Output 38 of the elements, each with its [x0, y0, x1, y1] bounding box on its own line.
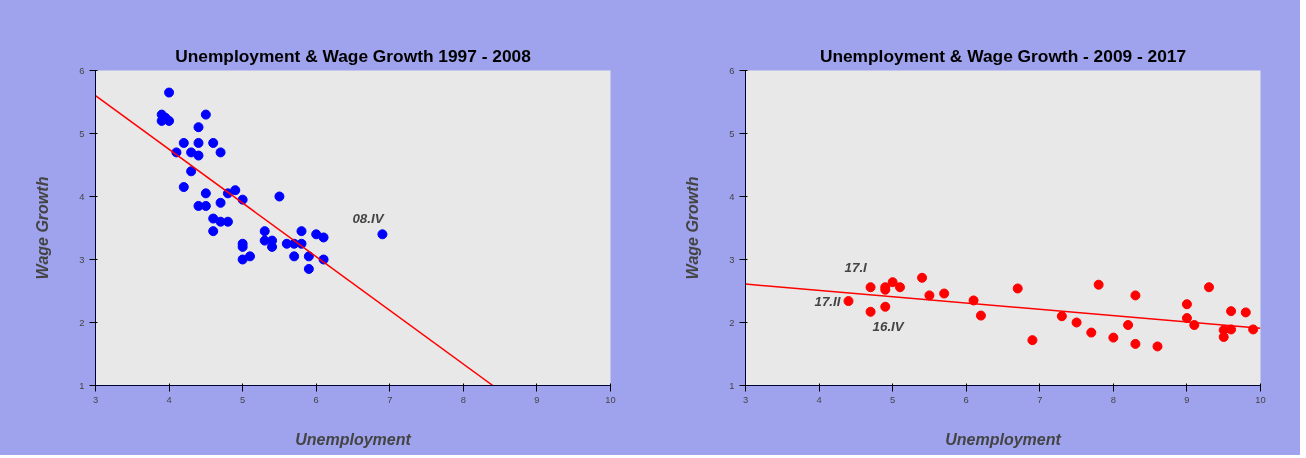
- y-tick-label: 5: [79, 128, 85, 139]
- x-axis-title: Unemployment: [295, 430, 412, 448]
- x-axis-title: Unemployment: [945, 430, 1062, 448]
- x-tick-label: 10: [1255, 394, 1266, 405]
- x-tick-label: 5: [240, 394, 246, 405]
- y-tick-label: 5: [729, 128, 735, 139]
- y-axis-title: Wage Growth: [684, 176, 702, 280]
- y-tick-label: 3: [79, 254, 85, 265]
- x-tick-label: 9: [534, 394, 540, 405]
- x-tick-label: 9: [1184, 394, 1190, 405]
- y-tick-label: 6: [79, 65, 85, 76]
- x-tick-label: 5: [890, 394, 896, 405]
- y-tick-label: 3: [729, 254, 735, 265]
- x-tick-label: 4: [166, 394, 172, 405]
- annotation: 08.IV: [352, 211, 385, 227]
- chart-title: Unemployment & Wage Growth 1997 - 2008: [175, 45, 532, 66]
- annotation: 17.II: [814, 294, 841, 310]
- x-tick-label: 3: [742, 394, 749, 405]
- x-tick-label: 10: [605, 394, 616, 405]
- y-tick-label: 6: [729, 65, 735, 76]
- annotation: 16.IV: [872, 318, 905, 334]
- x-tick-label: 4: [816, 394, 822, 405]
- x-tick-label: 8: [1110, 394, 1116, 405]
- y-tick-label: 4: [79, 191, 85, 202]
- y-tick-label: 2: [79, 317, 85, 328]
- x-tick-label: 7: [387, 394, 393, 405]
- y-tick-label: 1: [729, 380, 735, 391]
- x-tick-label: 6: [963, 394, 969, 405]
- y-tick-label: 1: [79, 380, 85, 391]
- y-axis-title: Wage Growth: [34, 176, 52, 280]
- y-tick-label: 2: [729, 317, 735, 328]
- annotation: 17.I: [844, 260, 868, 276]
- chart-title: Unemployment & Wage Growth - 2009 - 2017: [819, 45, 1187, 66]
- x-tick-label: 3: [92, 394, 99, 405]
- x-tick-label: 8: [460, 394, 466, 405]
- y-tick-label: 4: [729, 191, 735, 202]
- x-tick-label: 6: [313, 394, 319, 405]
- x-tick-label: 7: [1037, 394, 1043, 405]
